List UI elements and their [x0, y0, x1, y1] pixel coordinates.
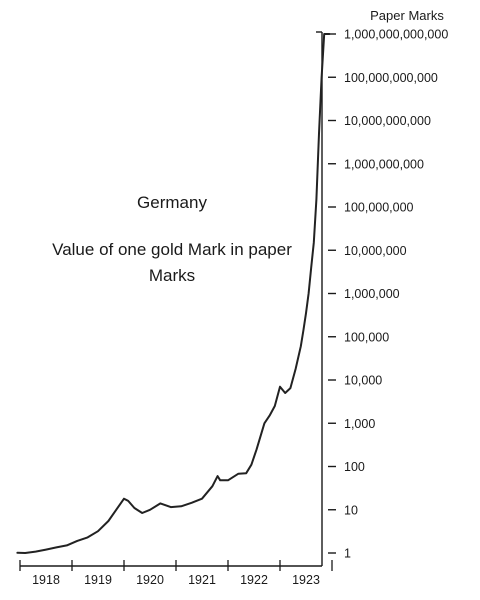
- y-tick-label: 100: [344, 460, 365, 474]
- y-tick-label: 1,000: [344, 417, 375, 431]
- y-axis: 1 10 100 1,000 10,000 100,000 1,000,000 10,000,…: [316, 28, 448, 566]
- plot-area: [16, 33, 331, 554]
- chart-subtitle: Value of one gold Mark in paper Marks: [52, 240, 292, 285]
- y-tick-label: 1,000,000,000,000: [344, 28, 448, 42]
- x-tick-label: 1922: [240, 573, 268, 587]
- x-tick-label: 1919: [84, 573, 112, 587]
- chart-title: Germany: [137, 193, 207, 212]
- y-tick-label: 1: [344, 547, 351, 561]
- x-tick-label: 1921: [188, 573, 216, 587]
- x-tick-label: 1918: [32, 573, 60, 587]
- y-tick-label: 1,000,000: [344, 287, 400, 301]
- y-tick-label: 100,000: [344, 330, 389, 344]
- y-axis-unit-label: Paper Marks: [370, 8, 444, 23]
- x-tick-label: 1920: [136, 573, 164, 587]
- x-axis: 1918 1919 1920 1921 1922 1923: [19, 560, 333, 587]
- series-line: [16, 33, 331, 554]
- y-tick-label: 100,000,000: [344, 201, 414, 215]
- y-tick-label: 10: [344, 503, 358, 517]
- x-tick-label: 1923: [292, 573, 320, 587]
- y-tick-label: 10,000,000: [344, 244, 407, 258]
- y-tick-label: 100,000,000,000: [344, 71, 438, 85]
- y-tick-label: 10,000,000,000: [344, 114, 431, 128]
- y-tick-label: 1,000,000,000: [344, 157, 424, 171]
- y-tick-label: 10,000: [344, 374, 382, 388]
